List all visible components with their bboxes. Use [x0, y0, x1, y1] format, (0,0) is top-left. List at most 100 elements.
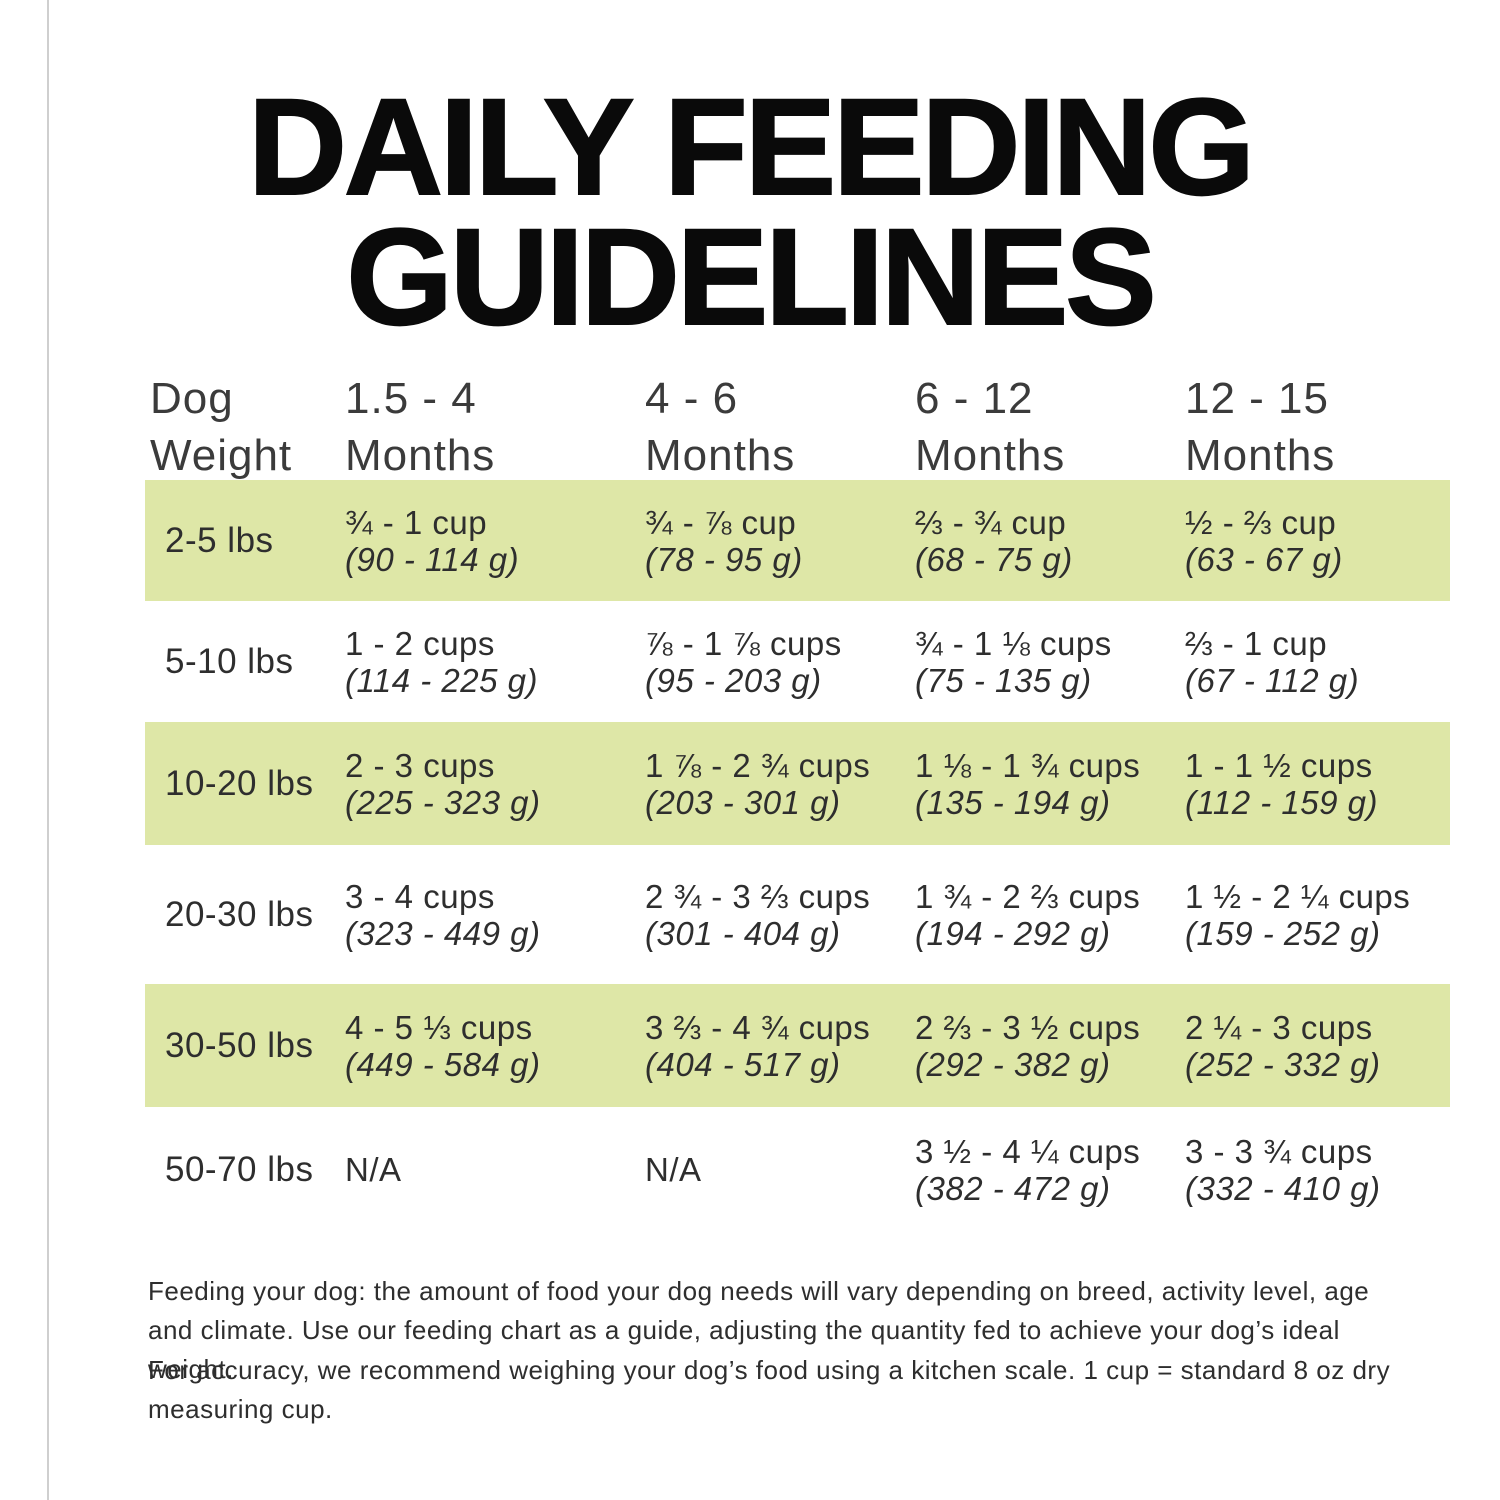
- title-line-2: GUIDELINES: [345, 201, 1157, 354]
- cups-value: 2 - 3 cups: [345, 746, 495, 784]
- cups-value: ¾ - 1 cup: [345, 503, 488, 541]
- table-row: 20-30 lbs 3 - 4 cups (323 - 449 g) 2 ¾ -…: [145, 845, 1450, 984]
- header-line: Months: [645, 431, 796, 480]
- accuracy-note: For accuracy, we recommend weighing your…: [148, 1355, 1391, 1424]
- cups-value: N/A: [645, 1151, 702, 1188]
- grams-value: (135 - 194 g): [915, 783, 1111, 821]
- cell-6-12-months: 1 ⅛ - 1 ¾ cups (135 - 194 g): [915, 722, 1185, 845]
- cell-6-12-months: 2 ⅔ - 3 ½ cups (292 - 382 g): [915, 984, 1185, 1107]
- cell-12-15-months: 1 - 1 ½ cups (112 - 159 g): [1185, 722, 1450, 845]
- header-line: Dog: [150, 374, 234, 423]
- cups-value: 3 ½ - 4 ¼ cups: [915, 1132, 1141, 1170]
- cell-6-12-months: ⅔ - ¾ cup (68 - 75 g): [915, 480, 1185, 601]
- cell-12-15-months: 2 ¼ - 3 cups (252 - 332 g): [1185, 984, 1450, 1107]
- header-line: Months: [1185, 431, 1336, 480]
- cups-value: 3 - 3 ¾ cups: [1185, 1132, 1373, 1170]
- cell-4-6-months: N/A: [645, 1107, 915, 1232]
- header-line: 4 - 6: [645, 374, 739, 423]
- cell-1-5-4-months: ¾ - 1 cup (90 - 114 g): [345, 480, 645, 601]
- grams-value: (114 - 225 g): [345, 661, 538, 699]
- cell-6-12-months: 1 ¾ - 2 ⅔ cups (194 - 292 g): [915, 845, 1185, 984]
- cell-1-5-4-months: 3 - 4 cups (323 - 449 g): [345, 845, 645, 984]
- cell-1-5-4-months: 4 - 5 ⅓ cups (449 - 584 g): [345, 984, 645, 1107]
- header-4-6-months: 4 - 6 Months: [645, 370, 795, 484]
- grams-value: (78 - 95 g): [645, 540, 803, 578]
- grams-value: (67 - 112 g): [1185, 661, 1360, 699]
- cups-value: 1 - 1 ½ cups: [1185, 746, 1373, 784]
- cups-value: 1 ⅛ - 1 ¾ cups: [915, 746, 1141, 784]
- grams-value: (301 - 404 g): [645, 914, 841, 952]
- cups-value: ⅔ - ¾ cup: [915, 503, 1067, 541]
- cell-1-5-4-months: N/A: [345, 1107, 645, 1232]
- cups-value: 1 - 2 cups: [345, 624, 495, 662]
- grams-value: (194 - 292 g): [915, 914, 1111, 952]
- left-edge-line: [47, 0, 49, 1500]
- header-6-12-months: 6 - 12 Months: [915, 370, 1065, 484]
- header-dog-weight: Dog Weight: [150, 370, 292, 484]
- header-line: Weight: [150, 431, 293, 480]
- cups-value: ½ - ⅔ cup: [1185, 503, 1337, 541]
- grams-value: (382 - 472 g): [915, 1169, 1111, 1207]
- cups-value: 3 ⅔ - 4 ¾ cups: [645, 1008, 871, 1046]
- cups-value: 1 ⅞ - 2 ¾ cups: [645, 746, 871, 784]
- grams-value: (90 - 114 g): [345, 540, 520, 578]
- header-line: 1.5 - 4: [345, 374, 477, 423]
- table-row: 5-10 lbs 1 - 2 cups (114 - 225 g) ⅞ - 1 …: [145, 601, 1450, 722]
- cell-6-12-months: ¾ - 1 ⅛ cups (75 - 135 g): [915, 601, 1185, 722]
- grams-value: (292 - 382 g): [915, 1045, 1111, 1083]
- weight-label: 50-70 lbs: [165, 1149, 314, 1189]
- cups-value: 1 ½ - 2 ¼ cups: [1185, 877, 1411, 915]
- title-line-1: DAILY FEEDING: [247, 71, 1256, 224]
- cell-12-15-months: 1 ½ - 2 ¼ cups (159 - 252 g): [1185, 845, 1450, 984]
- header-line: Months: [915, 431, 1066, 480]
- cups-value: ⅔ - 1 cup: [1185, 624, 1328, 662]
- cups-value: 2 ⅔ - 3 ½ cups: [915, 1008, 1141, 1046]
- cell-1-5-4-months: 1 - 2 cups (114 - 225 g): [345, 601, 645, 722]
- header-line: 6 - 12: [915, 374, 1034, 423]
- table-row: 30-50 lbs 4 - 5 ⅓ cups (449 - 584 g) 3 ⅔…: [145, 984, 1450, 1107]
- cups-value: 2 ¼ - 3 cups: [1185, 1008, 1373, 1046]
- header-12-15-months: 12 - 15 Months: [1185, 370, 1335, 484]
- table-row: 2-5 lbs ¾ - 1 cup (90 - 114 g) ¾ - ⅞ cup…: [145, 480, 1450, 601]
- cell-12-15-months: ½ - ⅔ cup (63 - 67 g): [1185, 480, 1450, 601]
- cups-value: 2 ¾ - 3 ⅔ cups: [645, 877, 871, 915]
- grams-value: (95 - 203 g): [645, 661, 822, 699]
- feeding-note: Feeding your dog: the amount of food you…: [148, 1276, 1370, 1384]
- cups-value: 1 ¾ - 2 ⅔ cups: [915, 877, 1141, 915]
- cell-4-6-months: 1 ⅞ - 2 ¾ cups (203 - 301 g): [645, 722, 915, 845]
- weight-label: 2-5 lbs: [165, 520, 274, 560]
- grams-value: (203 - 301 g): [645, 783, 841, 821]
- weight-label: 10-20 lbs: [165, 763, 314, 803]
- header-1-5-4-months: 1.5 - 4 Months: [345, 370, 495, 484]
- weight-label: 30-50 lbs: [165, 1025, 314, 1065]
- cell-4-6-months: 3 ⅔ - 4 ¾ cups (404 - 517 g): [645, 984, 915, 1107]
- cell-12-15-months: 3 - 3 ¾ cups (332 - 410 g): [1185, 1107, 1450, 1232]
- cell-1-5-4-months: 2 - 3 cups (225 - 323 g): [345, 722, 645, 845]
- grams-value: (159 - 252 g): [1185, 914, 1381, 952]
- grams-value: (449 - 584 g): [345, 1045, 541, 1083]
- cell-4-6-months: ¾ - ⅞ cup (78 - 95 g): [645, 480, 915, 601]
- table-row: 10-20 lbs 2 - 3 cups (225 - 323 g) 1 ⅞ -…: [145, 722, 1450, 845]
- cell-12-15-months: ⅔ - 1 cup (67 - 112 g): [1185, 601, 1450, 722]
- grams-value: (332 - 410 g): [1185, 1169, 1381, 1207]
- grams-value: (323 - 449 g): [345, 914, 541, 952]
- cell-4-6-months: ⅞ - 1 ⅞ cups (95 - 203 g): [645, 601, 915, 722]
- header-line: Months: [345, 431, 496, 480]
- table-row: 50-70 lbs N/A N/A 3 ½ - 4 ¼ cups (382 - …: [145, 1107, 1450, 1232]
- grams-value: (225 - 323 g): [345, 783, 541, 821]
- grams-value: (112 - 159 g): [1185, 783, 1378, 821]
- grams-value: (68 - 75 g): [915, 540, 1073, 578]
- header-line: 12 - 15: [1185, 374, 1329, 423]
- grams-value: (404 - 517 g): [645, 1045, 841, 1083]
- cups-value: 4 - 5 ⅓ cups: [345, 1008, 533, 1046]
- cups-value: N/A: [345, 1151, 402, 1188]
- cups-value: 3 - 4 cups: [345, 877, 495, 915]
- page-title: DAILY FEEDING GUIDELINES: [0, 71, 1500, 354]
- grams-value: (75 - 135 g): [915, 661, 1092, 699]
- weight-label: 20-30 lbs: [165, 894, 314, 934]
- weight-label: 5-10 lbs: [165, 641, 294, 681]
- grams-value: (252 - 332 g): [1185, 1045, 1381, 1083]
- cups-value: ¾ - ⅞ cup: [645, 503, 797, 541]
- grams-value: (63 - 67 g): [1185, 540, 1343, 578]
